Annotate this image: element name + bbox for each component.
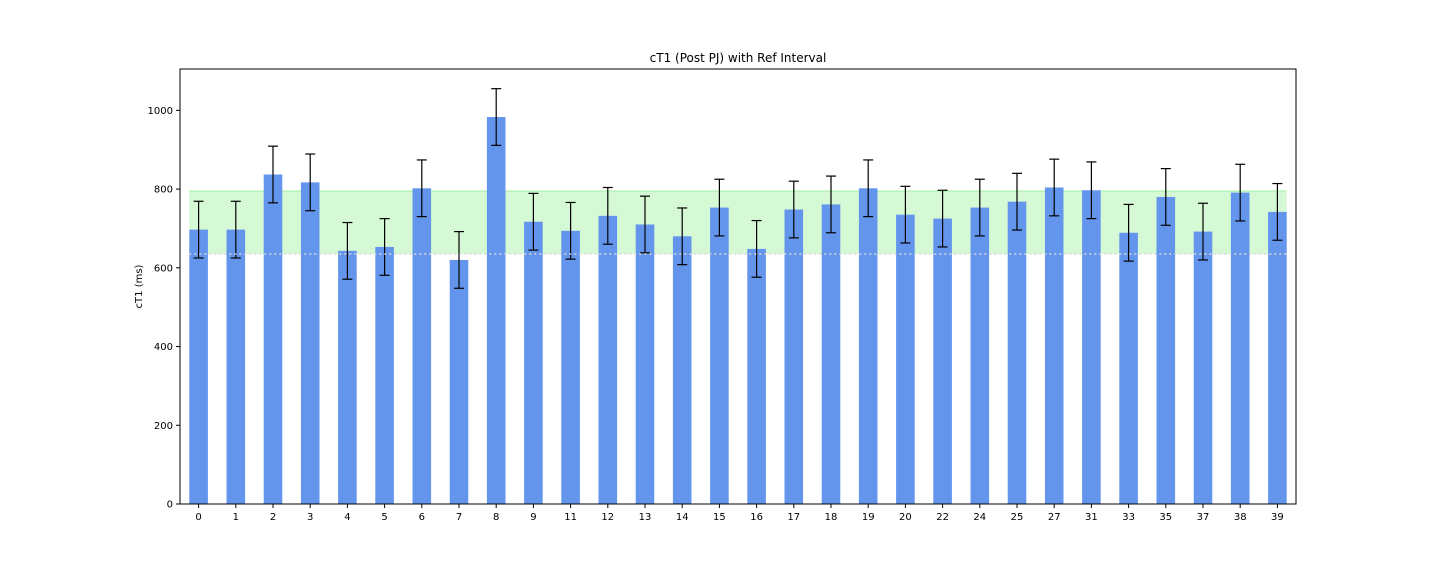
y-tick-label: 0 xyxy=(167,500,173,511)
bar xyxy=(375,246,394,504)
x-tick-label: 13 xyxy=(639,512,652,523)
x-tick-label: 18 xyxy=(825,512,838,523)
bar xyxy=(338,250,357,504)
reference-interval-band xyxy=(189,191,1287,255)
x-tick-label: 14 xyxy=(676,512,689,523)
x-tick-label: 6 xyxy=(419,512,425,523)
bar xyxy=(300,182,320,505)
x-tick-label: 27 xyxy=(1048,512,1061,523)
y-tick-label: 200 xyxy=(154,421,173,432)
bar xyxy=(226,229,246,504)
bar xyxy=(821,204,841,504)
x-tick-label: 35 xyxy=(1159,512,1172,523)
bar xyxy=(784,209,804,505)
bar xyxy=(524,221,543,505)
bar xyxy=(710,207,729,504)
bar xyxy=(1156,196,1176,505)
x-tick-label: 3 xyxy=(307,512,313,523)
bar xyxy=(747,248,766,504)
x-tick-label: 31 xyxy=(1085,512,1098,523)
x-tick-label: 1 xyxy=(233,512,239,523)
plot-frame xyxy=(179,68,1297,505)
bar xyxy=(1082,190,1101,504)
y-tick-label: 600 xyxy=(154,263,173,274)
y-tick-label: 1000 xyxy=(148,106,173,117)
x-tick-label: 4 xyxy=(344,512,350,523)
bar xyxy=(896,214,915,504)
bar xyxy=(635,224,655,504)
x-tick-label: 5 xyxy=(381,512,387,523)
bar xyxy=(189,229,208,504)
x-tick-label: 15 xyxy=(713,512,726,523)
x-tick-label: 7 xyxy=(456,512,462,523)
x-tick-label: 22 xyxy=(936,512,949,523)
x-tick-label: 12 xyxy=(601,512,614,523)
y-tick-label: 400 xyxy=(154,342,173,353)
x-tick-label: 2 xyxy=(270,512,276,523)
x-tick-label: 39 xyxy=(1271,512,1284,523)
bar xyxy=(449,259,469,504)
x-tick-label: 20 xyxy=(899,512,912,523)
bar xyxy=(933,218,952,504)
x-tick-label: 24 xyxy=(973,512,986,523)
bar xyxy=(858,188,878,504)
x-tick-label: 16 xyxy=(750,512,763,523)
x-tick-label: 9 xyxy=(530,512,536,523)
bar xyxy=(970,207,990,504)
x-tick-label: 8 xyxy=(493,512,499,523)
bar xyxy=(598,215,618,504)
bar xyxy=(486,117,506,504)
y-axis-label: cT1 (ms) xyxy=(134,264,145,308)
x-tick-label: 0 xyxy=(195,512,201,523)
bar xyxy=(1193,231,1213,504)
bar xyxy=(672,236,692,505)
x-tick-label: 19 xyxy=(862,512,875,523)
bar xyxy=(1119,232,1138,504)
bar xyxy=(561,230,580,504)
bar xyxy=(412,188,432,504)
bar xyxy=(1268,211,1287,504)
y-tick-label: 800 xyxy=(154,185,173,196)
x-tick-label: 37 xyxy=(1197,512,1210,523)
x-tick-label: 25 xyxy=(1011,512,1024,523)
bar xyxy=(263,174,283,504)
bar xyxy=(1044,187,1064,504)
bar xyxy=(1007,201,1027,504)
chart-title: cT1 (Post PJ) with Ref Interval xyxy=(650,51,827,65)
bar xyxy=(1230,192,1250,505)
x-tick-label: 17 xyxy=(787,512,800,523)
x-tick-label: 38 xyxy=(1234,512,1247,523)
x-tick-label: 11 xyxy=(564,512,577,523)
x-tick-label: 33 xyxy=(1122,512,1135,523)
